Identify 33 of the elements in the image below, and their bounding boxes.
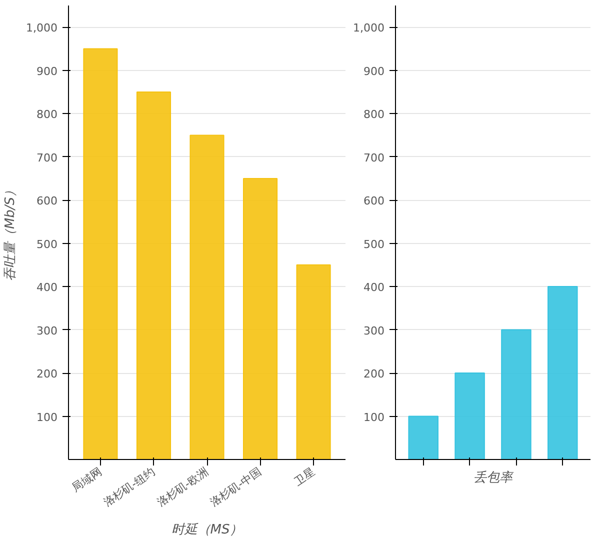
bar: [242, 178, 278, 460]
y-tick-label: 800: [36, 108, 58, 122]
y-axis-title: 吞吐量（Mb/S）: [3, 184, 18, 282]
y-tick-label: 500: [364, 238, 385, 251]
bar: [501, 329, 532, 460]
bar: [136, 91, 172, 460]
y-tick-label: 900: [36, 64, 58, 78]
y-tick-label: 100: [36, 410, 58, 424]
x-axis-title: 丢包率: [474, 470, 514, 486]
y-tick-label: 400: [36, 281, 58, 294]
bar: [296, 264, 331, 460]
y-tick-label: 400: [364, 281, 385, 294]
y-tick-label: 200: [364, 368, 385, 381]
y-tick-label: 500: [36, 238, 58, 251]
y-tick-label: 1,000: [353, 22, 385, 35]
y-tick-label: 600: [364, 194, 385, 208]
bar: [190, 134, 224, 460]
bar: [408, 416, 438, 460]
y-tick-label: 800: [364, 108, 385, 122]
y-tick-label: 600: [36, 194, 58, 208]
y-tick-label: 1,000: [26, 22, 58, 35]
y-tick-label: 100: [364, 410, 385, 424]
y-tick-label: 200: [36, 368, 58, 381]
y-tick-label: 900: [364, 64, 385, 78]
y-tick-label: 700: [364, 151, 385, 164]
bar: [83, 48, 118, 460]
bar: [548, 286, 578, 460]
y-tick-label: 300: [36, 324, 58, 338]
x-tick-label: 卫星: [292, 465, 318, 488]
bar: [454, 372, 485, 460]
y-tick-label: 300: [364, 324, 385, 338]
x-axis-title: 时延（MS）: [171, 522, 243, 538]
y-tick-label: 700: [36, 151, 58, 164]
